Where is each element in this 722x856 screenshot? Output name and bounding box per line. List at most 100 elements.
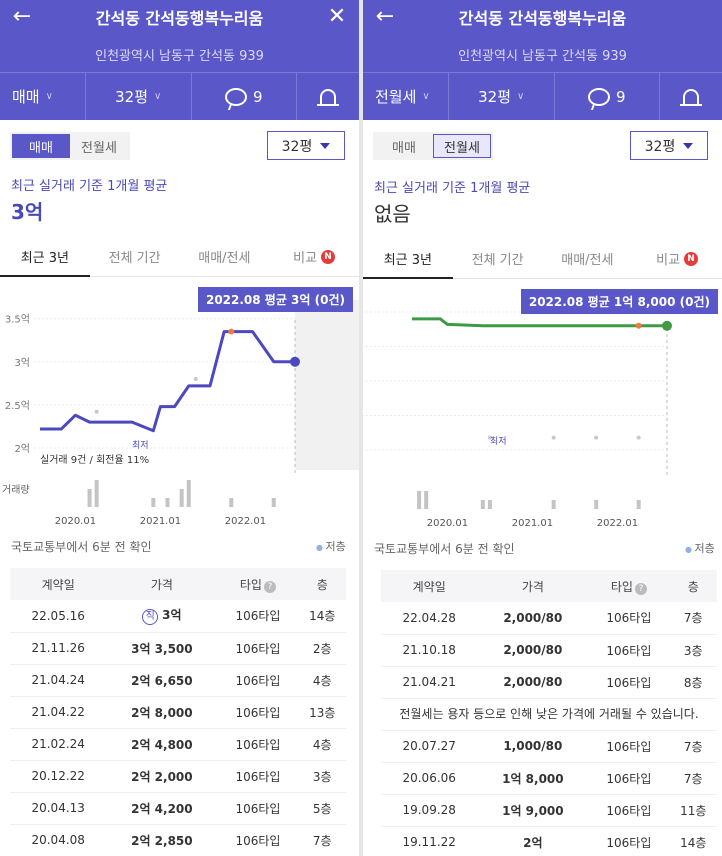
table-row[interactable]: 19.11.22 2억 106타입 14층 [381,826,717,856]
toggle-rent[interactable]: 전월세 [433,134,491,158]
caret-down-icon [320,142,331,149]
comment-count: 9 [252,87,263,106]
comments-button[interactable]: 9 [192,73,297,120]
notification-button[interactable] [297,73,359,120]
table-row[interactable]: 22.04.28 2,000/80 106타입 7층 [381,602,717,635]
data-source: 국토교통부에서 6분 전 확인 [374,542,515,556]
summary-label: 최근 실거래 기준 1개월 평균 [374,181,531,196]
tab-label: 비교 [656,253,681,268]
table-row[interactable]: 19.09.28 1억 9,000 106타입 11층 [381,794,717,827]
table-row[interactable]: 20.04.13 2억 4,200 106타입 5층 [10,792,346,825]
row-type: 106타입 [217,824,299,856]
area-dropdown[interactable]: 32평 [267,131,345,160]
tab-label: 전체 기간 [108,251,161,266]
table-row[interactable]: 21.10.18 2,000/80 106타입 3층 [381,634,717,667]
comments-button[interactable]: 9 [555,73,660,120]
table-header-row: 계약일 가격 타입? 층 [10,568,346,600]
row-type: 106타입 [588,730,670,763]
tab-compare[interactable]: 비교 N [269,237,359,276]
tab-all-period[interactable]: 전체 기간 [453,239,543,278]
col-floor: 층 [669,570,717,602]
panel-divider [359,0,363,856]
col-type-label: 타입 [610,579,633,594]
tab-recent-3y[interactable]: 최근 3년 [0,237,90,277]
tab-all-period[interactable]: 전체 기간 [90,237,180,276]
price-value: 2,000/80 [503,643,563,657]
tab-sale-jeonse[interactable]: 매매/전세 [180,237,270,276]
table-row[interactable]: 20.07.27 1,000/80 106타입 7층 [381,730,717,763]
toggle-sale[interactable]: 매매 [12,134,70,158]
low-floor-legend: 저층 [316,538,346,554]
deal-type-selector[interactable]: 전월세 ∨ [363,73,449,120]
col-price: 가격 [106,568,218,600]
close-icon[interactable]: ✕ [327,4,347,29]
x-tick-label: 2020.01 [55,516,96,527]
table-row[interactable]: 21.04.21 2,000/80 106타입 8층 [381,666,717,699]
table-row[interactable]: 20.06.06 1억 8,000 106타입 7층 [381,762,717,795]
tab-sale-jeonse[interactable]: 매매/전세 [543,239,633,278]
row-floor: 7층 [669,762,717,795]
price-line [40,330,295,433]
summary-value: 3억 [11,200,44,224]
low-marker-label: 최저 [132,440,149,451]
y-tick-label: 3.5억 [5,314,30,326]
table-note-row: 전월세는 용자 등으로 인해 낮은 가격에 거래될 수 있습니다. [381,698,717,731]
tab-recent-3y[interactable]: 최근 3년 [363,239,453,279]
help-icon[interactable]: ? [634,582,647,595]
row-date: 20.07.27 [381,730,478,763]
y-tick-label: 2억 [14,443,30,455]
table-row[interactable]: 21.04.22 2억 8,000 106타입 13층 [10,696,346,729]
table-row[interactable]: 21.02.24 2억 4,800 106타입 4층 [10,728,346,761]
area-dropdown-value: 32평 [644,138,676,155]
row-type: 106타입 [588,762,670,795]
row-floor: 14층 [669,826,717,856]
header: ← 간석동 간석동행복누리움 인천광역시 남동구 간석동 939 [363,0,722,72]
row-floor: 4층 [298,664,346,697]
deal-toggle: 매매 전월세 [10,132,130,160]
row-date: 21.02.24 [10,728,107,761]
address: 인천광역시 남동구 간석동 939 [95,49,264,64]
x-tick-label: 2020.01 [427,518,468,529]
col-type-label: 타입 [239,577,262,592]
row-floor: 7층 [669,602,717,635]
row-date: 20.04.13 [10,792,107,825]
price-value: 2,000/80 [503,610,563,625]
area-selector[interactable]: 32평 ∨ [86,73,192,120]
deal-type-selector[interactable]: 매매 ∨ [0,73,86,120]
header: ← 간석동 간석동행복누리움 ✕ 인천광역시 남동구 간석동 939 [0,0,359,72]
back-arrow-icon[interactable]: ← [12,4,32,29]
area-selector[interactable]: 32평 ∨ [449,73,555,120]
row-price: 직 3억 [106,600,218,633]
toggle-sale[interactable]: 매매 [392,140,416,156]
table-row[interactable]: 22.05.16 직 3억 106타입 14층 [10,600,346,633]
deal-point [94,409,99,414]
col-type: 타입? [588,570,670,602]
row-date: 21.04.24 [10,664,107,697]
price-value: 2억 4,800 [131,737,193,752]
filter-bar: 전월세 ∨ 32평 ∨ 9 [363,72,722,120]
back-arrow-icon[interactable]: ← [375,4,395,29]
table-row[interactable]: 21.04.24 2억 6,650 106타입 4층 [10,664,346,697]
table-row[interactable]: 20.04.08 2억 2,850 106타입 7층 [10,824,346,856]
tab-label: 매매/전세 [561,253,614,268]
tab-compare[interactable]: 비교 N [632,239,722,278]
left-screen: ← 간석동 간석동행복누리움 ✕ 인천광역시 남동구 간석동 939 매매 ∨ 3… [0,0,359,856]
table-row[interactable]: 20.12.22 2억 2,000 106타입 3층 [10,760,346,793]
address: 인천광역시 남동구 간석동 939 [458,49,627,64]
volume-bar [186,480,191,507]
row-date: 19.09.28 [381,794,478,827]
data-source: 국토교통부에서 6분 전 확인 [11,540,152,554]
volume-bar [551,500,556,509]
row-date: 22.04.28 [381,602,478,635]
table-row[interactable]: 21.11.26 3억 3,500 106타입 2층 [10,632,346,665]
deal-stats: 실거래 9건 / 회전율 11% [40,454,149,466]
toggle-rent[interactable]: 전월세 [81,140,117,156]
area-dropdown[interactable]: 32평 [630,131,708,160]
period-tabs: 최근 3년 전체 기간 매매/전세 비교 N [363,239,722,279]
col-price: 가격 [477,570,589,602]
notification-button[interactable] [660,73,722,120]
row-type: 106타입 [217,792,299,825]
row-floor: 14층 [298,600,346,633]
help-icon[interactable]: ? [263,580,276,593]
row-price: 2억 4,200 [106,792,218,825]
